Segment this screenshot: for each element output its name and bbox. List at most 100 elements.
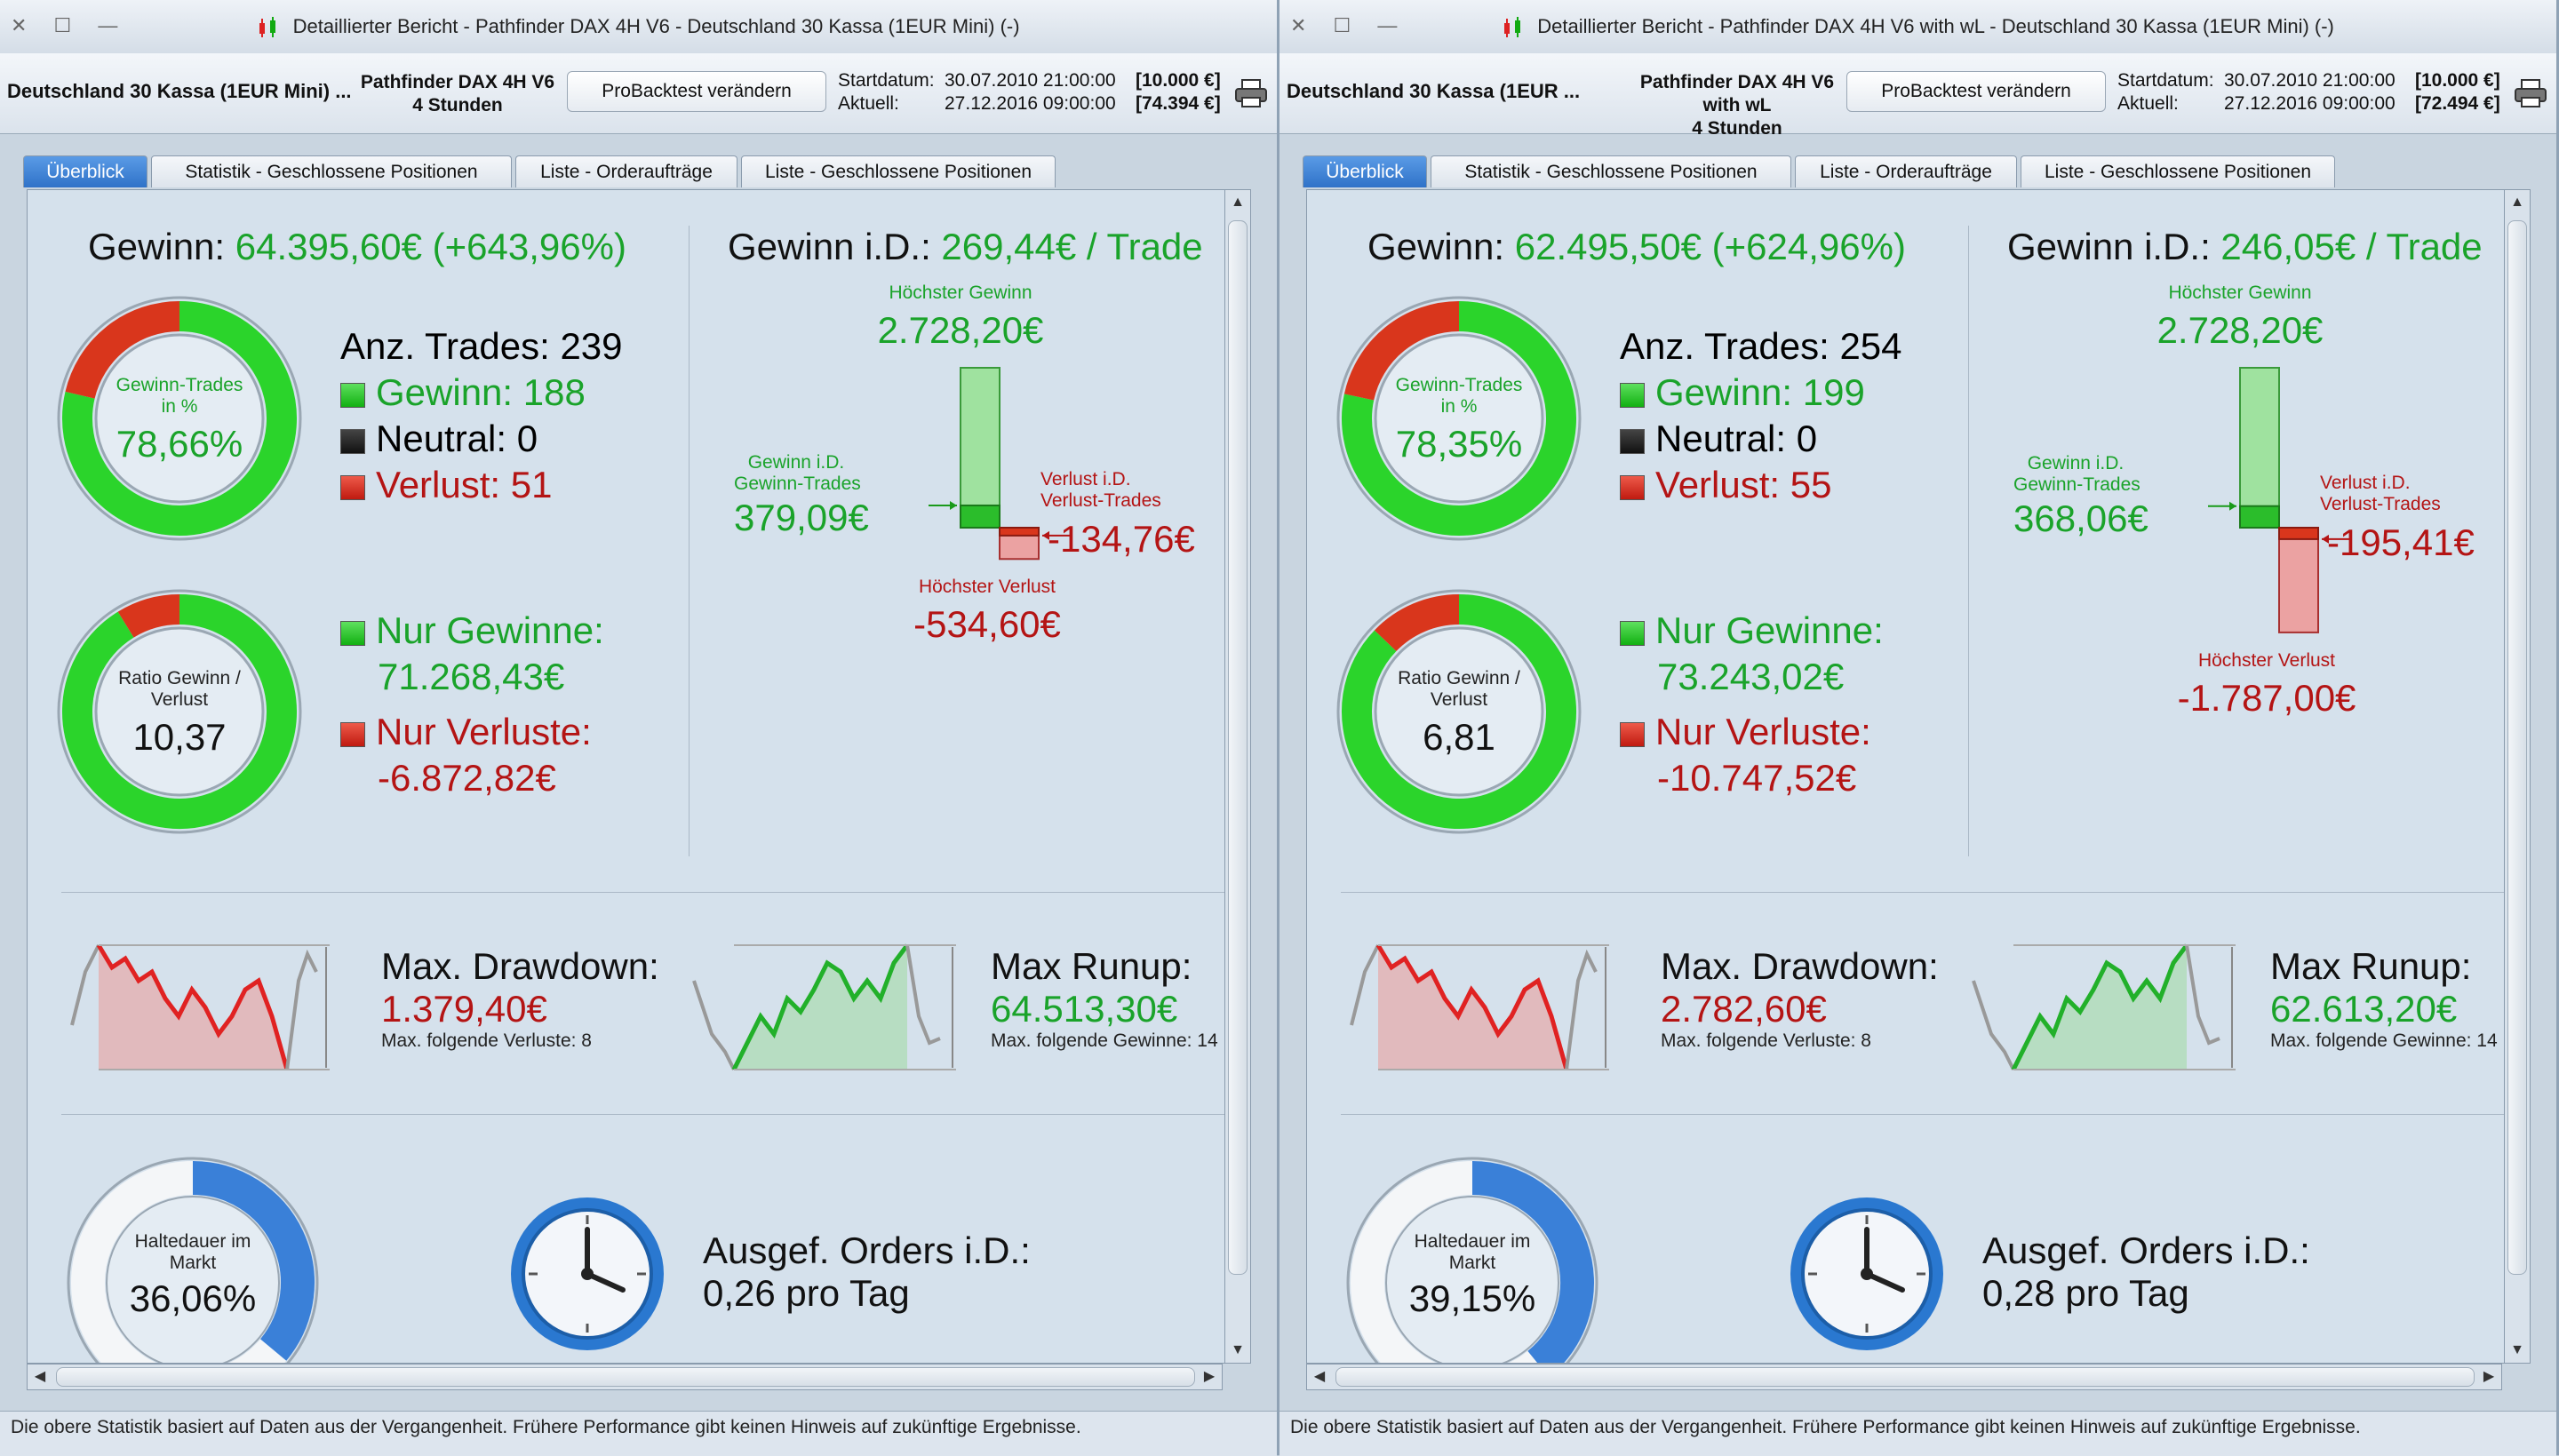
- modify-backtest-button[interactable]: ProBacktest verändern: [1846, 71, 2106, 112]
- scroll-left-icon[interactable]: ◀: [34, 1369, 46, 1384]
- ratio-value: 6,81: [1423, 716, 1495, 758]
- ring-outer-border: [57, 296, 302, 541]
- report-window-left: ✕ ☐ — Detaillierter Bericht - Pathfinder…: [0, 0, 1280, 1456]
- tab-overview[interactable]: Überblick: [1303, 155, 1427, 187]
- avg-win-label-1: Gewinn i.D.: [2027, 452, 2125, 473]
- tab-order-list[interactable]: Liste - Orderaufträge: [515, 155, 737, 187]
- horizontal-divider-2: [61, 1114, 1248, 1115]
- loss-count-row: Verlust: 55: [1620, 462, 1902, 508]
- scroll-down-icon[interactable]: ▼: [2510, 1342, 2524, 1357]
- avg-gain: Gewinn i.D.: 269,44€ / Trade: [728, 226, 1203, 268]
- runup-block: Max Runup: 62.613,20€ Max. folgende Gewi…: [2270, 945, 2498, 1052]
- vertical-scrollbar[interactable]: ▲ ▼: [1224, 189, 1251, 1364]
- report-window-right: ✕ ☐ — Detaillierter Bericht - Pathfinder…: [1280, 0, 2559, 1456]
- current-date: 27.12.2016 09:00:00: [2224, 93, 2396, 114]
- tab-closed-positions-stats[interactable]: Statistik - Geschlossene Positionen: [1431, 155, 1791, 187]
- gains-losses-totals: Nur Gewinne: 73.243,02€ Nur Verluste: -1…: [1620, 608, 1884, 801]
- holding-time-text: Haltedauer im Markt 39,15%: [1339, 1231, 1606, 1320]
- tab-order-list[interactable]: Liste - Orderaufträge: [1795, 155, 2017, 187]
- avg-gain-label: Gewinn i.D.:: [728, 226, 931, 267]
- gain-arc: [1342, 594, 1576, 829]
- scroll-up-icon[interactable]: ▲: [2510, 195, 2524, 210]
- holding-ring-inner: [1385, 1196, 1559, 1363]
- gains-losses-totals: Nur Gewinne: 71.268,43€ Nur Verluste: -6…: [340, 608, 604, 801]
- only-losses-row: Nur Verluste:: [340, 709, 604, 755]
- win-count-row: Gewinn: 188: [340, 370, 623, 416]
- only-losses-value-row: -6.872,82€: [340, 755, 604, 801]
- neutral-count: Neutral: 0: [1655, 418, 1818, 459]
- window-controls[interactable]: ✕ ☐ —: [11, 14, 129, 36]
- ratio-label-1: Ratio Gewinn /: [118, 668, 241, 688]
- avg-loss-label-1: Verlust i.D.: [2320, 472, 2411, 493]
- tab-closed-positions-list[interactable]: Liste - Geschlossene Positionen: [741, 155, 1056, 187]
- modify-backtest-button[interactable]: ProBacktest verändern: [567, 71, 826, 112]
- horizontal-scroll-thumb[interactable]: [56, 1367, 1195, 1387]
- total-gain-label: Gewinn:: [88, 226, 226, 267]
- scroll-right-icon[interactable]: ▶: [1203, 1369, 1216, 1384]
- loss-arc: [1374, 594, 1460, 652]
- gain-loss-ratio-ring: [57, 589, 302, 834]
- win-trades-label-1: Gewinn-Trades: [1395, 375, 1523, 395]
- runup-label: Max Runup:: [991, 945, 1192, 987]
- avg-win-bar: [960, 504, 1000, 529]
- max-gain-bar: [2239, 367, 2280, 529]
- runup-sparkline: [1972, 943, 2236, 1071]
- vertical-scroll-thumb[interactable]: [2507, 220, 2527, 1275]
- max-loss-value: -1.787,00€: [2177, 676, 2356, 719]
- max-loss-value: -534,60€: [913, 603, 1061, 646]
- current-capital: [74.394 €]: [1136, 93, 1221, 114]
- total-gain-label: Gewinn:: [1367, 226, 1505, 267]
- instrument-name: Deutschland 30 Kassa (1EUR ...: [1287, 80, 1581, 102]
- trade-count: Anz. Trades: 239: [340, 325, 623, 367]
- window-controls[interactable]: ✕ ☐ —: [1290, 14, 1408, 36]
- ring-outer-border: [1336, 296, 1582, 541]
- ratio-label-1: Ratio Gewinn /: [1398, 668, 1520, 688]
- title-bar[interactable]: ✕ ☐ — Detaillierter Bericht - Pathfinder…: [0, 0, 1277, 54]
- horizontal-scrollbar[interactable]: ◀ ▶: [27, 1364, 1223, 1390]
- max-loss-label: Höchster Verlust: [918, 577, 1056, 598]
- drawdown-value: 1.379,40€: [381, 988, 547, 1030]
- trade-counts: Anz. Trades: 254 Gewinn: 199 Neutral: 0 …: [1620, 323, 1902, 508]
- holding-ring-border: [1346, 1157, 1598, 1363]
- scroll-right-icon[interactable]: ▶: [2483, 1369, 2495, 1384]
- print-icon[interactable]: [1234, 78, 1268, 108]
- title-bar[interactable]: ✕ ☐ — Detaillierter Bericht - Pathfinder…: [1280, 0, 2556, 54]
- print-icon[interactable]: [2514, 78, 2547, 108]
- scroll-up-icon[interactable]: ▲: [1231, 195, 1245, 210]
- ring-inner-disc: [94, 626, 265, 797]
- loss-arc: [117, 594, 180, 638]
- max-gain-label: Höchster Gewinn: [889, 282, 1032, 303]
- current-label: Aktuell:: [2117, 93, 2179, 114]
- vertical-scroll-thumb[interactable]: [1228, 220, 1248, 1275]
- horizontal-scrollbar[interactable]: ◀ ▶: [1306, 1364, 2502, 1390]
- gain-loss-bar-chart: [2208, 367, 2352, 633]
- win-arc: [1342, 301, 1576, 536]
- timeframe: 4 Stunden: [1692, 118, 1782, 139]
- losses-square-icon: [340, 722, 365, 747]
- avg-win-arrowhead: [2229, 501, 2236, 511]
- horizontal-scroll-thumb[interactable]: [1335, 1367, 2475, 1387]
- loss-count: Verlust: 55: [1655, 464, 1832, 505]
- disclaimer-status: Die obere Statistik basiert auf Daten au…: [0, 1411, 1277, 1456]
- tab-closed-positions-stats[interactable]: Statistik - Geschlossene Positionen: [151, 155, 512, 187]
- only-losses-row: Nur Verluste:: [1620, 709, 1884, 755]
- orders-label: Ausgef. Orders i.D.:: [1982, 1229, 2310, 1271]
- neutral-square-icon: [1620, 429, 1645, 454]
- win-count-row: Gewinn: 199: [1620, 370, 1902, 416]
- scroll-down-icon[interactable]: ▼: [1231, 1342, 1245, 1357]
- tab-overview[interactable]: Überblick: [23, 155, 147, 187]
- scroll-left-icon[interactable]: ◀: [1313, 1369, 1326, 1384]
- vertical-scrollbar[interactable]: ▲ ▼: [2504, 189, 2531, 1364]
- gain-loss-bar-chart: [929, 367, 1072, 561]
- start-label: Startdatum:: [2117, 70, 2214, 91]
- runup-value: 62.613,20€: [2270, 988, 2458, 1030]
- loss-square-icon: [340, 475, 365, 500]
- ring-outer-border: [1336, 589, 1582, 834]
- holding-time-text: Haltedauer im Markt 36,06%: [60, 1231, 326, 1320]
- avg-loss-label-1: Verlust i.D.: [1040, 468, 1131, 489]
- only-losses-value-row: -10.747,52€: [1620, 755, 1884, 801]
- avg-win-value: 379,09€: [734, 496, 869, 538]
- tab-closed-positions-list[interactable]: Liste - Geschlossene Positionen: [2021, 155, 2335, 187]
- total-gain: Gewinn: 62.495,50€ (+624,96%): [1367, 226, 1906, 268]
- trade-counts: Anz. Trades: 239 Gewinn: 188 Neutral: 0 …: [340, 323, 623, 508]
